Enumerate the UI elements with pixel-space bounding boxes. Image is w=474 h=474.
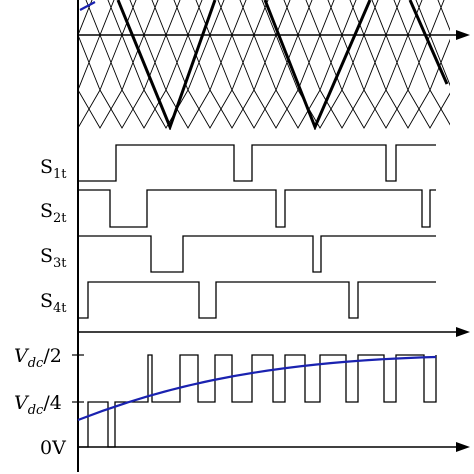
carrier-time-axis bbox=[78, 30, 470, 40]
label-vdc-quarter: Vdc/4 bbox=[14, 392, 62, 418]
triangular-carriers bbox=[78, 0, 450, 130]
carrier-reference-wave bbox=[79, 1, 96, 11]
label-s1t: S1t bbox=[40, 156, 67, 182]
output-reference-curve bbox=[77, 355, 437, 422]
carrier-level-1-a bbox=[85, 0, 450, 37]
output-voltage-waveform bbox=[78, 354, 437, 448]
output-axis-arrow-icon bbox=[456, 442, 470, 452]
carrier-level-2-a bbox=[78, 34, 450, 92]
label-s2t: S2t bbox=[40, 200, 67, 226]
switching-axis-arrow-icon bbox=[456, 327, 470, 337]
label-s3t: S3t bbox=[40, 245, 67, 271]
signal-s4t bbox=[78, 281, 436, 319]
signal-s2t bbox=[78, 189, 436, 228]
signal-s3t bbox=[78, 235, 436, 273]
label-s4t: S4t bbox=[40, 290, 67, 316]
label-zero-volt: 0V bbox=[40, 437, 66, 459]
signal-s1t bbox=[78, 144, 436, 182]
switching-signals bbox=[78, 144, 436, 319]
switching-time-axis bbox=[78, 327, 470, 337]
carrier-level-3-b bbox=[78, 89, 450, 129]
label-vdc-half: Vdc/2 bbox=[14, 345, 62, 371]
output-time-axis bbox=[78, 442, 470, 452]
carrier-axis-arrow-icon bbox=[456, 30, 470, 40]
carrier-level-3-a bbox=[78, 89, 450, 129]
carrier-highlight-wave bbox=[116, 0, 449, 130]
